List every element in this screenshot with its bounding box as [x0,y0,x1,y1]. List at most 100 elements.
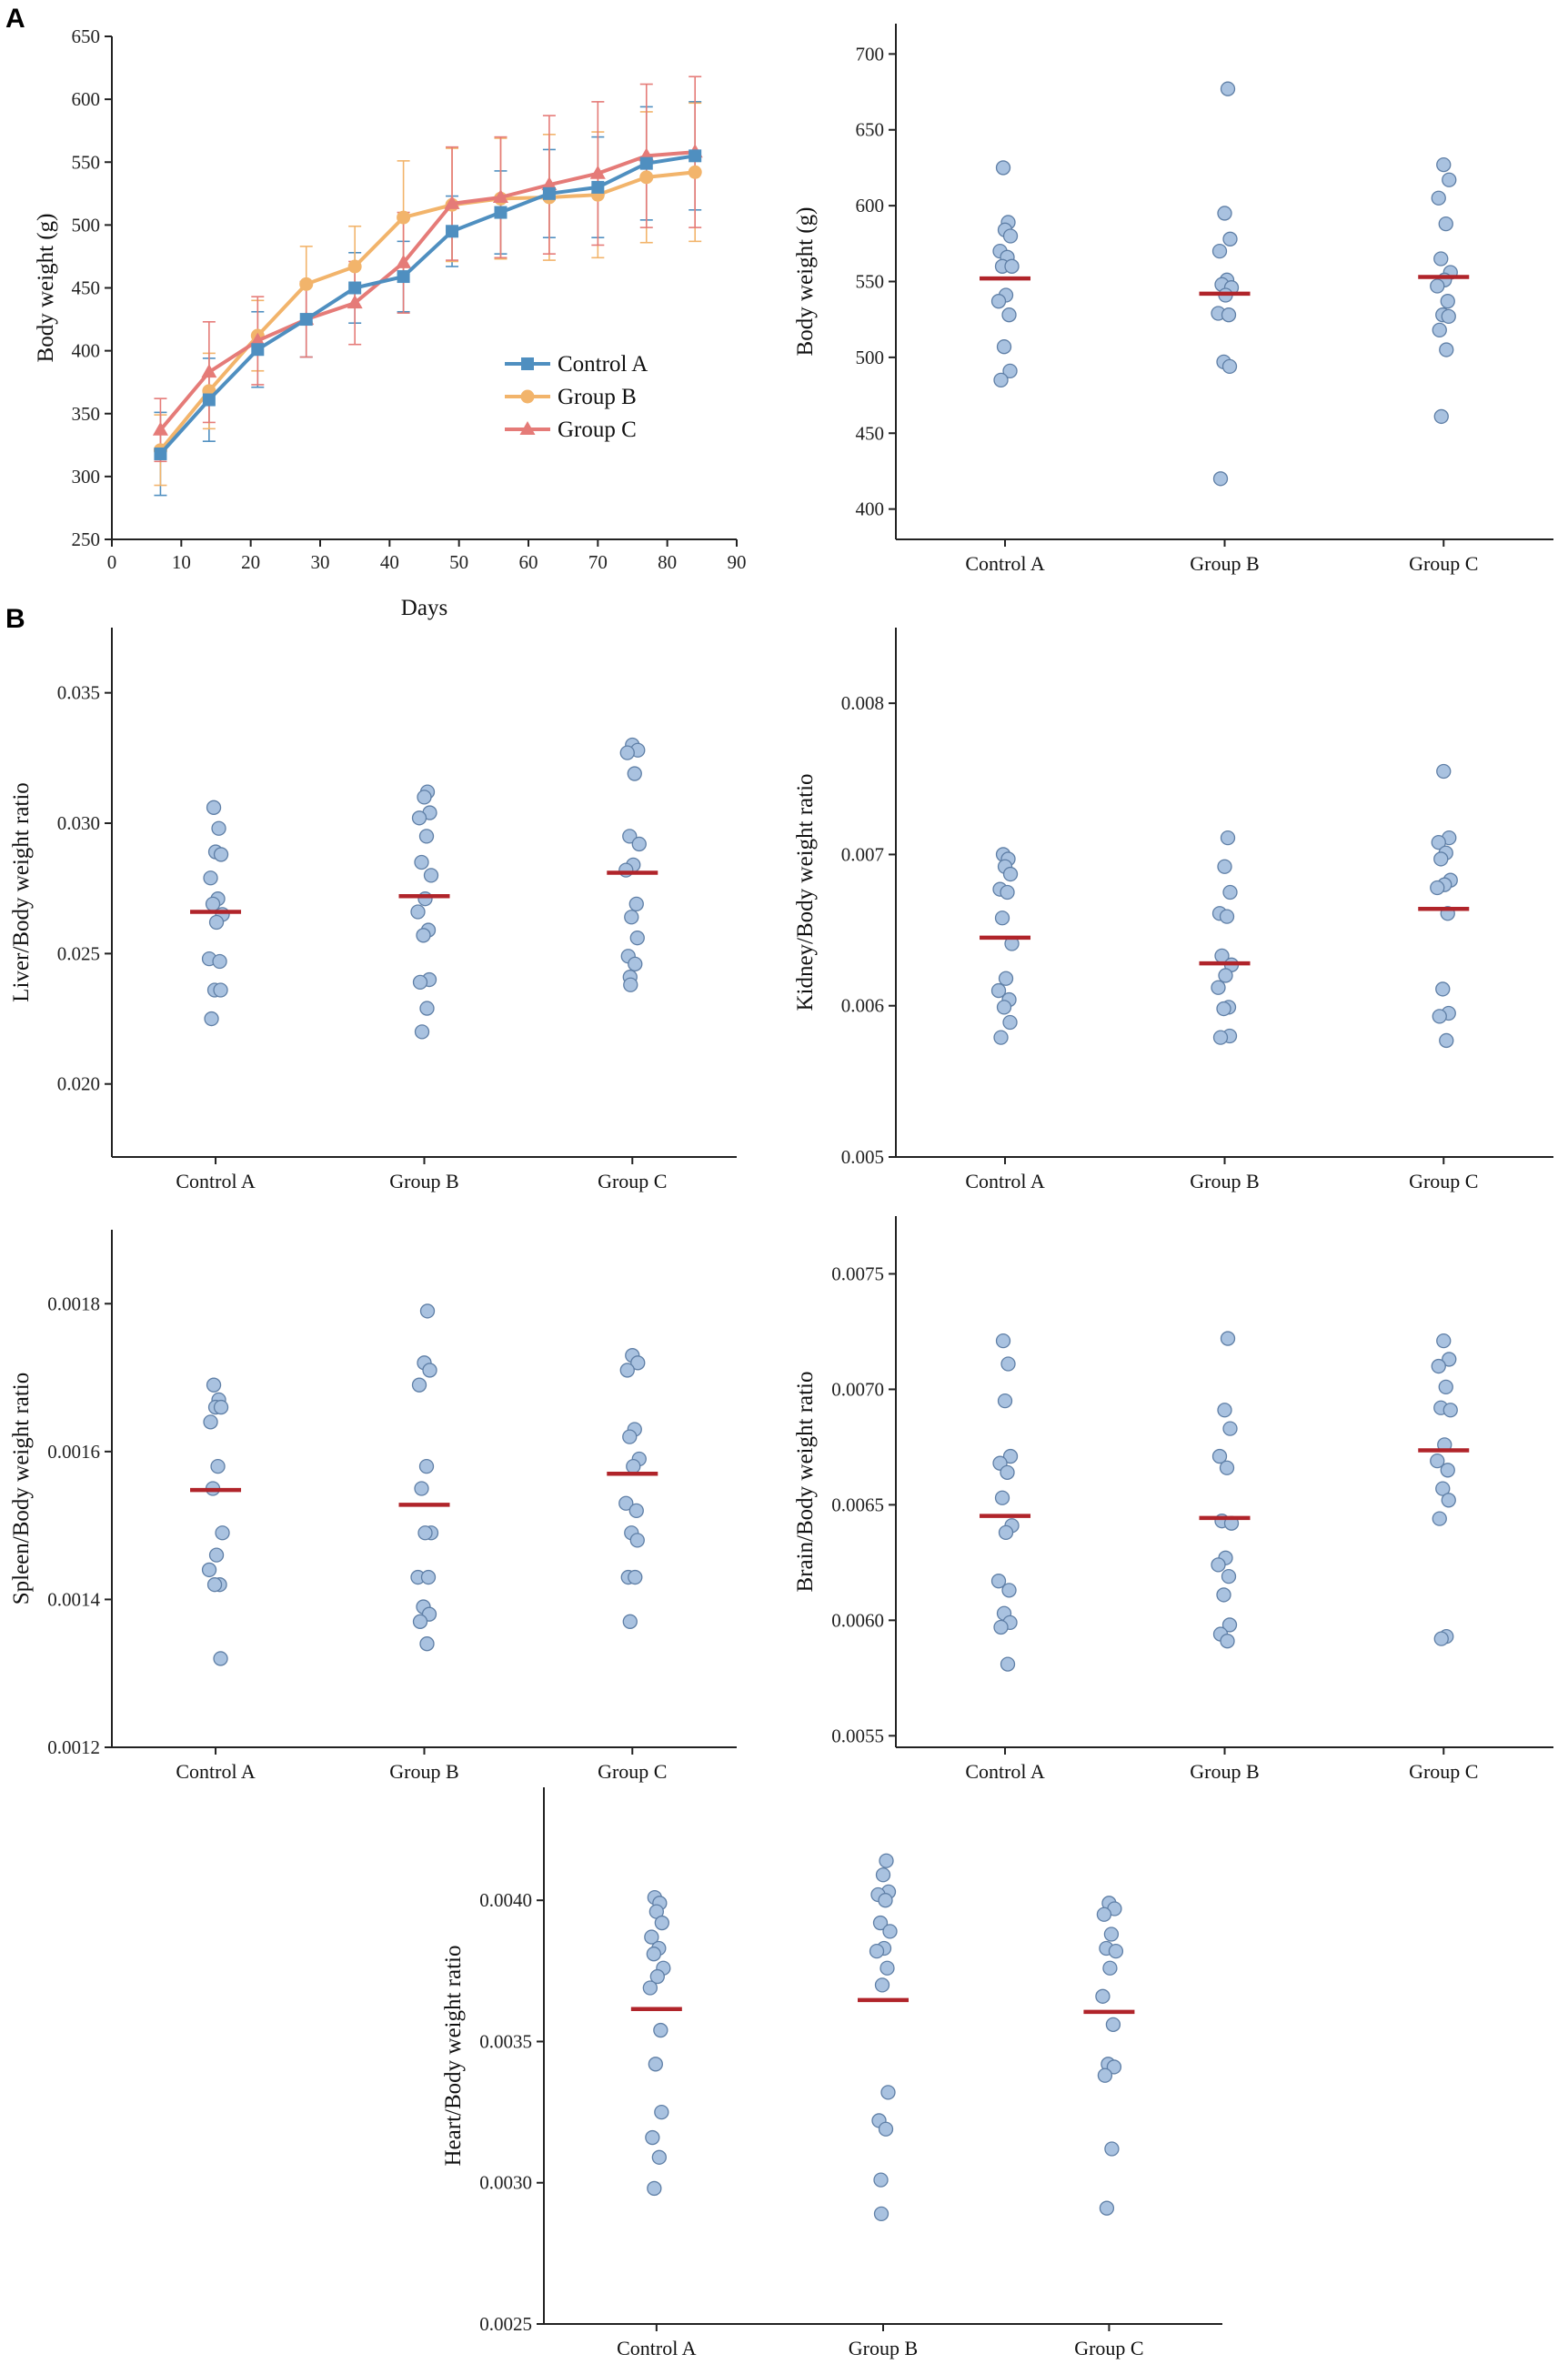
data-point [642,1980,658,1996]
y-tick-label: 0.007 [841,843,884,865]
data-point [206,800,222,815]
data-point [1108,1943,1124,1959]
x-tick-label: 20 [241,551,260,573]
data-point [882,1924,898,1939]
data-point [1219,909,1235,924]
data-point [412,1614,428,1629]
data-point [202,393,216,407]
data-point [1431,190,1446,206]
data-point [1218,968,1233,983]
data-point [208,914,225,931]
data-point [997,1393,1013,1409]
y-tick-label: 0.0065 [831,1494,884,1515]
data-point [618,1495,634,1511]
data-point [1222,884,1238,900]
y-tick-label: 0.020 [57,1073,100,1095]
data-point [1216,1587,1231,1603]
data-point [1430,1453,1445,1469]
x-tick-label: Control A [965,1760,1045,1783]
y-tick-label: 0.008 [841,692,884,714]
data-point [1212,471,1229,487]
y-tick-label: 0.0030 [479,2172,532,2194]
data-point [1099,2200,1115,2216]
x-tick-label: 50 [449,551,468,573]
data-point [417,1525,433,1541]
data-point [1211,980,1226,995]
data-point [653,2022,668,2038]
data-point [1438,216,1453,232]
data-point [1211,1448,1228,1464]
y-tick-label: 0.0025 [479,2313,532,2335]
data-point [1441,1493,1456,1508]
data-point [414,1481,429,1496]
y-tick-label: 300 [72,466,101,488]
data-point [879,1853,894,1868]
y-axis-title: Heart/Body weight ratio [441,1946,466,2167]
y-tick-label: 0.030 [57,812,100,834]
x-tick-label: Group C [1409,1760,1478,1783]
data-point [1439,342,1454,357]
data-point [622,1429,638,1444]
data-point [206,1577,223,1593]
data-point [1220,1634,1235,1649]
data-point [1104,2141,1120,2157]
data-point [422,1363,437,1378]
data-point [648,2057,663,2072]
data-point [1002,1014,1018,1031]
series-line [158,154,696,456]
y-tick-label: 500 [72,214,101,236]
x-tick-label: Group B [389,1170,458,1192]
data-point [154,447,167,460]
legend-marker [520,389,535,404]
data-point [1430,880,1445,896]
x-tick-label: Group B [849,2337,918,2359]
x-tick-label: Control A [176,1760,256,1783]
data-point [1000,884,1015,900]
y-tick-label: 0.005 [841,1146,884,1168]
data-point [1095,1988,1111,2004]
data-point [410,904,426,920]
liver-ratio-chart: 0.020 0.025 0.030 0.035 Liver/Body weight ra… [9,628,737,1192]
data-point [878,1893,893,1908]
data-point [998,1524,1014,1541]
data-point [649,1968,665,1985]
data-point [213,982,228,998]
data-point [651,2149,667,2165]
data-point [411,1377,427,1393]
y-tick-label: 600 [856,195,885,216]
data-point [1222,1421,1238,1436]
data-point [347,259,362,274]
y-tick-label: 0.025 [57,942,100,964]
data-point [1442,1403,1458,1418]
data-point [1440,294,1455,309]
y-tick-label: 0.0060 [831,1609,884,1631]
data-point [212,953,227,970]
data-point [647,2180,662,2197]
data-point [492,188,508,203]
data-point [1004,258,1020,274]
data-point [639,170,654,185]
data-point [348,281,362,295]
data-point [419,1001,435,1016]
series-line [158,150,696,432]
data-point [1222,231,1238,246]
y-tick-label: 0.0035 [479,2030,532,2052]
data-point [213,1651,228,1666]
data-point [589,165,606,179]
data-point [869,1943,885,1959]
data-point [628,896,644,912]
y-tick-label: 0.006 [841,995,884,1017]
data-point [152,421,168,436]
y-tick-label: 0.0014 [47,1588,100,1610]
data-point [1220,81,1236,96]
y-tick-label: 650 [72,25,101,47]
data-point [204,1011,219,1027]
body-weight-scatter-chart: 400 450 500 550 600 650 700 Body weight (g) Cont… [793,24,1553,575]
data-point [541,176,558,191]
data-point [201,1562,217,1578]
y-tick-label: 550 [72,151,101,173]
data-point [619,745,635,760]
data-point [1001,307,1017,323]
data-point [208,1547,225,1563]
data-point [1435,1481,1451,1496]
